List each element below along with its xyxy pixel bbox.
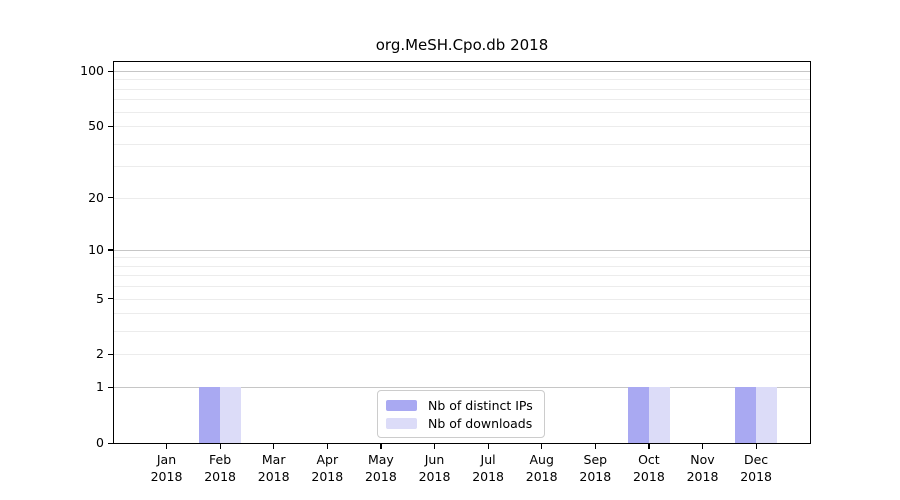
gridline-major (114, 387, 810, 389)
gridline-minor (114, 143, 810, 145)
y-tick-label: 50 (88, 118, 104, 134)
y-tick (108, 125, 113, 127)
y-tick-label: 2 (96, 346, 104, 362)
gridline-minor (114, 166, 810, 168)
y-tick-label: 20 (88, 189, 104, 205)
x-tick-label: Sep 2018 (579, 452, 612, 484)
x-tick-label: Apr 2018 (311, 452, 344, 484)
bar-distinct-ips-dec (735, 387, 757, 443)
chart-title: org.MeSH.Cpo.db 2018 (375, 36, 549, 54)
gridline-minor (114, 126, 810, 128)
x-tick-label: Mar 2018 (257, 452, 290, 484)
x-tick (166, 444, 168, 449)
bar-downloads-feb (220, 387, 242, 443)
legend-swatch (386, 399, 417, 411)
y-tick-label: 10 (88, 241, 104, 257)
x-tick (648, 444, 650, 449)
x-tick-label: Oct 2018 (632, 452, 665, 484)
y-tick-label: 0 (96, 435, 104, 450)
y-tick-label: 1 (96, 379, 104, 395)
gridline-minor (114, 99, 810, 101)
x-tick (434, 444, 436, 449)
bar-downloads-oct (648, 387, 670, 443)
gridline-minor (114, 88, 810, 90)
y-tick (108, 442, 113, 444)
plot-area (113, 61, 811, 444)
y-tick (108, 298, 113, 300)
gridline-minor (114, 298, 810, 300)
x-tick (273, 444, 275, 449)
x-tick (755, 444, 757, 449)
x-tick-label: Jun 2018 (418, 452, 451, 484)
bar-distinct-ips-oct (627, 387, 649, 443)
y-tick-label: 5 (96, 290, 104, 306)
x-tick-label: Nov 2018 (686, 452, 719, 484)
y-tick (108, 249, 113, 251)
legend-swatch (386, 417, 417, 429)
y-tick (108, 70, 113, 72)
gridline-minor (114, 257, 810, 259)
legend-row: Nb of distinct IPs (386, 398, 544, 413)
x-tick-label: Aug 2018 (525, 452, 558, 484)
x-tick (541, 444, 543, 449)
x-tick (702, 444, 704, 449)
gridline-minor (114, 197, 810, 199)
x-tick-label: Jan 2018 (150, 452, 183, 484)
y-tick (108, 353, 113, 356)
legend-label: Nb of distinct IPs (428, 397, 533, 413)
gridline-minor (114, 354, 810, 356)
gridline-minor (114, 313, 810, 315)
gridline-minor (114, 286, 810, 288)
gridline-major (114, 249, 810, 251)
x-tick (487, 444, 489, 449)
gridline-major (114, 71, 810, 73)
y-tick (108, 197, 113, 199)
x-tick-label: Jul 2018 (472, 452, 504, 484)
bar-downloads-dec (756, 387, 778, 443)
gridline-minor (114, 331, 810, 333)
gridline-minor (114, 275, 810, 277)
legend-label: Nb of downloads (428, 415, 533, 431)
x-tick (326, 444, 329, 449)
x-tick-label: Feb 2018 (204, 452, 236, 484)
y-tick-label: 100 (80, 63, 104, 79)
gridline-minor (114, 79, 810, 81)
x-tick-label: Dec 2018 (740, 452, 772, 484)
x-tick (380, 444, 382, 449)
bar-distinct-ips-feb (199, 387, 221, 443)
x-tick (219, 444, 221, 449)
x-tick (594, 444, 597, 449)
legend-row: Nb of downloads (386, 416, 544, 431)
y-tick (108, 386, 113, 388)
gridline-minor (114, 265, 810, 267)
gridline-minor (114, 111, 810, 113)
x-tick-label: May 2018 (364, 452, 397, 484)
legend: Nb of distinct IPs Nb of downloads (377, 390, 545, 438)
